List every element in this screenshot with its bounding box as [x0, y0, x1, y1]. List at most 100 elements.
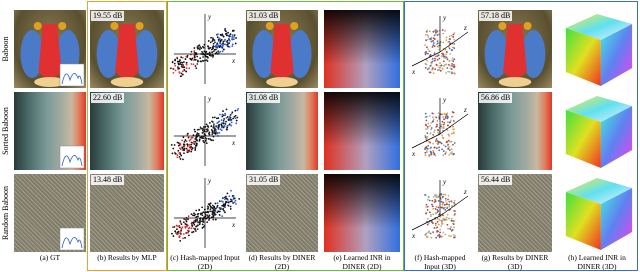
- point: [434, 212, 437, 214]
- point: [180, 72, 183, 75]
- point: [442, 53, 445, 56]
- point: [195, 138, 198, 141]
- point: [448, 135, 451, 137]
- point: [190, 50, 193, 53]
- point: [222, 114, 225, 117]
- histogram-curve: [61, 237, 83, 249]
- point: [189, 57, 192, 60]
- point: [432, 213, 435, 216]
- point: [185, 140, 188, 143]
- point: [213, 212, 216, 215]
- image-panel: [558, 92, 636, 170]
- point: [449, 42, 452, 45]
- point: [170, 144, 173, 146]
- point: [207, 205, 209, 208]
- eye: [58, 22, 67, 30]
- point: [445, 200, 447, 202]
- axis: [439, 31, 469, 53]
- point: [200, 47, 203, 50]
- point: [451, 115, 454, 118]
- point: [217, 50, 220, 53]
- eye: [135, 22, 144, 30]
- point: [434, 200, 437, 203]
- point: [434, 208, 437, 210]
- point: [219, 50, 222, 53]
- point: [428, 30, 431, 33]
- mouth: [266, 77, 298, 87]
- point: [225, 32, 228, 35]
- image-panel: [558, 10, 636, 88]
- point: [212, 121, 214, 123]
- point: [442, 123, 445, 126]
- point: [451, 72, 453, 75]
- point: [434, 222, 437, 225]
- point: [435, 29, 437, 31]
- point: [181, 73, 184, 76]
- point: [211, 130, 214, 133]
- point: [440, 125, 442, 128]
- point: [188, 143, 191, 146]
- point: [206, 128, 209, 131]
- point: [425, 33, 427, 36]
- graphic: xy: [171, 177, 240, 248]
- point: [176, 231, 179, 234]
- point: [208, 122, 211, 124]
- point: [182, 158, 184, 161]
- point: [213, 116, 216, 119]
- point: [431, 46, 434, 48]
- point: [434, 140, 437, 142]
- point: [213, 128, 216, 131]
- point: [211, 213, 214, 216]
- point: [190, 63, 193, 65]
- point: [434, 116, 437, 118]
- graphic: [96, 22, 158, 87]
- point: [425, 46, 428, 49]
- point: [181, 61, 184, 64]
- point: [434, 199, 436, 201]
- psnr-label: 57.18 dB: [479, 11, 513, 21]
- point: [449, 121, 452, 124]
- point: [445, 39, 448, 42]
- point: [178, 155, 181, 158]
- point: [179, 220, 182, 223]
- point: [197, 215, 199, 218]
- cheek: [96, 30, 121, 78]
- point: [452, 234, 455, 236]
- point: [444, 209, 447, 211]
- point: [180, 229, 182, 232]
- point: [450, 49, 453, 52]
- point: [435, 194, 438, 197]
- point: [233, 35, 236, 38]
- point: [211, 133, 214, 136]
- point: [225, 120, 227, 123]
- point: [216, 211, 219, 214]
- point: [235, 122, 238, 125]
- point: [441, 223, 444, 225]
- point: [186, 132, 189, 135]
- point: [438, 149, 441, 152]
- axis-label: y: [442, 96, 447, 104]
- graphic: [565, 178, 633, 250]
- point: [440, 198, 442, 201]
- point: [195, 67, 198, 70]
- point: [206, 208, 209, 210]
- point: [224, 202, 227, 204]
- image-panel: [478, 174, 552, 252]
- axis: [439, 113, 469, 135]
- point: [179, 59, 181, 61]
- point: [213, 39, 216, 41]
- point: [445, 36, 448, 39]
- point: [219, 39, 222, 42]
- image-panel: [90, 174, 164, 252]
- psnr-label: 22.60 dB: [91, 93, 125, 103]
- point: [445, 63, 448, 66]
- point: [174, 232, 177, 234]
- point: [453, 38, 456, 41]
- point: [208, 219, 210, 221]
- point: [434, 55, 437, 58]
- point: [431, 205, 434, 208]
- point: [184, 226, 187, 229]
- point: [192, 63, 195, 66]
- point: [215, 51, 218, 54]
